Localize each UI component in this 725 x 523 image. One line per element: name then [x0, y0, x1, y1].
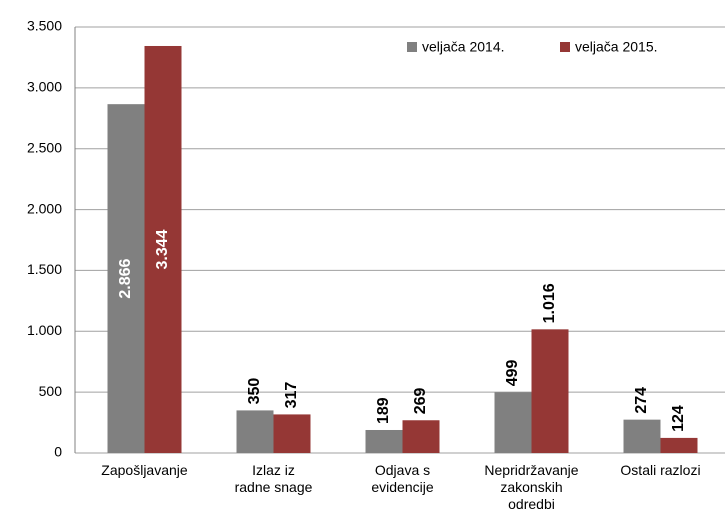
y-tick-label: 500 [39, 383, 63, 399]
legend-swatch [407, 42, 417, 52]
bar [365, 429, 403, 453]
x-tick-label: Odjava s evidencije [371, 462, 433, 495]
value-label: 189 [375, 397, 392, 424]
value-label: 2.866 [117, 258, 134, 298]
x-tick-label-line: evidencije [371, 479, 433, 495]
x-tick-label: Zapošljavanje [101, 462, 188, 478]
x-tick-label-line: zakonskih [500, 479, 562, 495]
x-tick-label: Nepridržavanje zakonskih odredbi [484, 462, 578, 512]
y-tick-label: 2.500 [27, 139, 62, 155]
value-label: 350 [246, 378, 263, 405]
legend-label: veljača 2015. [575, 39, 658, 55]
x-tick-label: Ostali razlozi [620, 462, 700, 478]
bar [623, 419, 661, 453]
value-label: 317 [283, 382, 300, 409]
value-label: 269 [412, 387, 429, 414]
x-tick-label-line: radne snage [235, 479, 313, 495]
bar [236, 410, 274, 453]
y-tick-label: 3.000 [27, 79, 62, 95]
y-tick-label: 1.500 [27, 261, 62, 277]
legend-swatch [560, 42, 570, 52]
bar [531, 329, 569, 453]
x-tick-label-line: odredbi [508, 496, 555, 512]
x-tick-label-line: Izlaz iz [252, 462, 295, 478]
y-tick-label: 1.000 [27, 322, 62, 338]
value-label: 274 [633, 387, 650, 414]
bar [273, 414, 311, 453]
x-tick-label: Izlaz iz radne snage [235, 462, 313, 495]
x-tick-label-line: Ostali razlozi [620, 462, 700, 478]
x-tick-label-line: Zapošljavanje [101, 462, 188, 478]
y-tick-label: 2.000 [27, 200, 62, 216]
legend-label: veljača 2014. [422, 39, 505, 55]
value-label: 3.344 [154, 229, 171, 269]
bar [144, 45, 182, 453]
bar [494, 392, 532, 453]
value-label: 1.016 [541, 283, 558, 323]
value-label: 499 [504, 359, 521, 386]
value-label: 124 [670, 405, 687, 432]
x-tick-label-line: Odjava s [375, 462, 430, 478]
bar [107, 104, 145, 453]
y-tick-label: 0 [54, 444, 62, 460]
x-tick-label-line: Nepridržavanje [484, 462, 578, 478]
bar [660, 437, 698, 453]
bar [402, 420, 440, 453]
y-tick-label: 3.500 [27, 18, 62, 34]
